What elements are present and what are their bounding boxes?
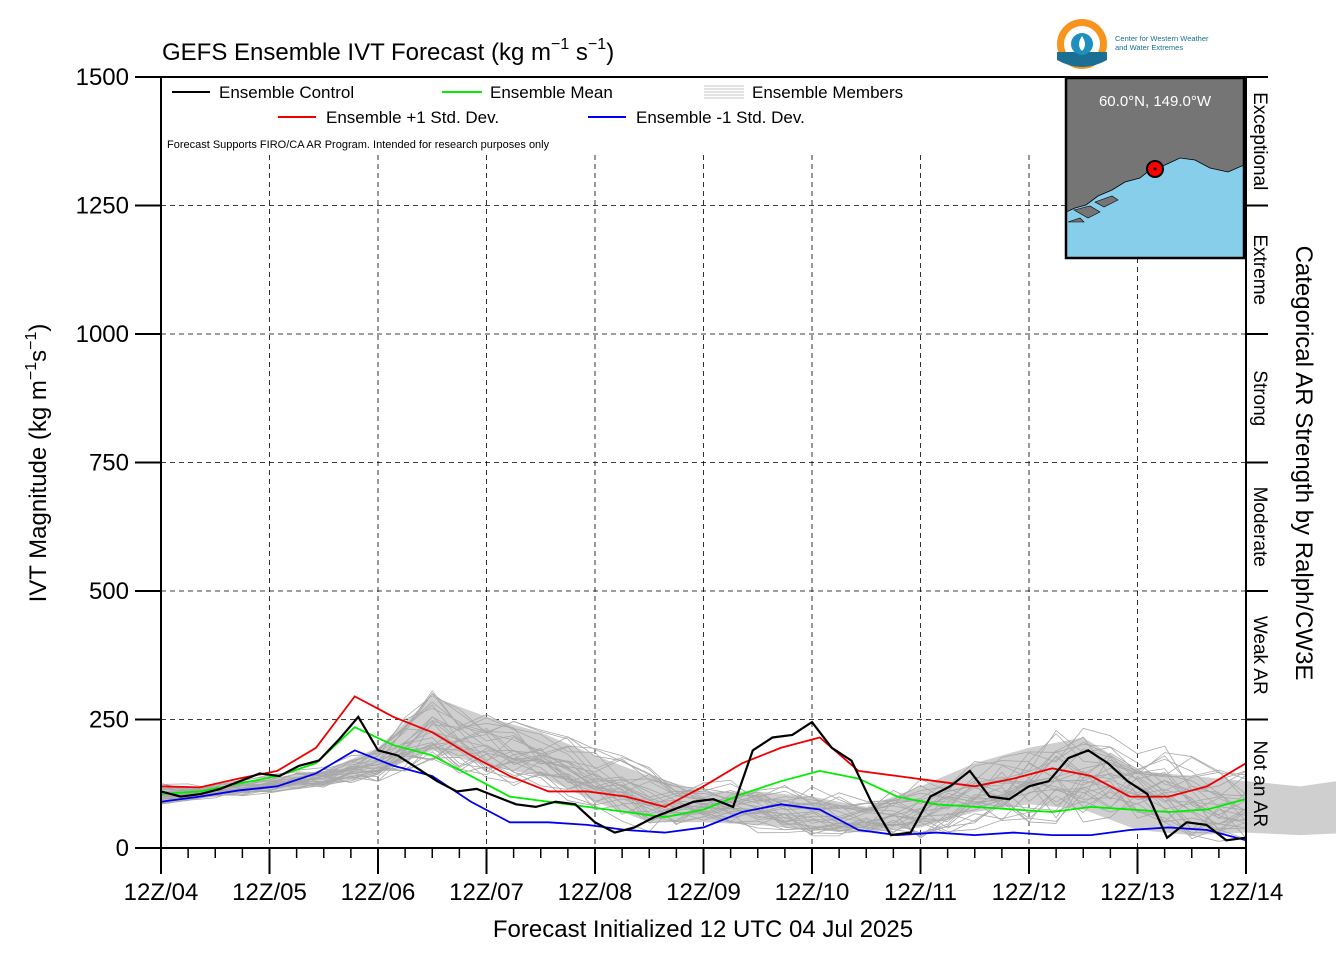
axes: 0 250 500 750 1000 1250 1500 12Z/04 12Z/05 12Z/06… (76, 64, 1284, 906)
ensemble-member-line (160, 692, 1247, 814)
logo-text-line-2: and Water Extremes (1115, 43, 1183, 52)
ensemble-member-line (160, 747, 1247, 839)
legend-control-label: Ensemble Control (219, 83, 354, 102)
x-tick-label: 12Z/14 (1209, 879, 1284, 906)
legend-minus-std-label: Ensemble -1 Std. Dev. (636, 108, 805, 127)
x-axis-label: Forecast Initialized 12 UTC 04 Jul 2025 (493, 916, 913, 943)
legend-mean-label: Ensemble Mean (490, 83, 613, 102)
ensemble-member-line (160, 720, 1247, 827)
y-tick-label: 750 (89, 450, 129, 477)
category-label: Strong (1249, 370, 1270, 426)
legend-members-swatch (704, 85, 744, 99)
category-label: Extreme (1249, 234, 1270, 305)
x-tick-label: 12Z/10 (775, 879, 850, 906)
category-label: Not an AR (1249, 740, 1270, 827)
control-line (160, 715, 1247, 842)
y-tick-label: 1250 (76, 193, 129, 220)
cw3e-logo: Center for Western Weather and Water Ext… (1057, 19, 1209, 69)
x-tick-label: 12Z/12 (992, 879, 1067, 906)
category-label: Moderate (1249, 487, 1270, 567)
x-tick-label: 12Z/09 (666, 879, 741, 906)
logo-text-line-1: Center for Western Weather (1115, 34, 1209, 43)
y-tick-label: 1000 (76, 321, 129, 348)
legend: Ensemble Control Ensemble Mean Ensemble … (167, 83, 903, 151)
y-tick-label: 1500 (76, 64, 129, 91)
location-inset-map: 60.0°N, 149.0°W (1064, 76, 1246, 260)
series-lines (160, 695, 1247, 842)
ensemble-member-line (160, 746, 1247, 835)
category-label: Weak AR (1249, 616, 1270, 695)
legend-plus-std-label: Ensemble +1 Std. Dev. (326, 108, 499, 127)
chart-title: GEFS Ensemble IVT Forecast (kg m−1 s−1) (162, 36, 614, 66)
y-tick-label: 0 (116, 835, 129, 862)
x-tick-label: 12Z/05 (232, 879, 307, 906)
y-tick-label: 500 (89, 578, 129, 605)
ensemble-member-line (160, 695, 1247, 806)
ensemble-member-line (160, 740, 1247, 838)
ensemble-member-line (160, 744, 1247, 826)
category-label: Exceptional (1249, 92, 1270, 190)
minus-std-line (160, 749, 1247, 842)
x-tick-label: 12Z/13 (1100, 879, 1175, 906)
ensemble-members (160, 690, 1336, 842)
x-tick-label: 12Z/08 (558, 879, 633, 906)
ensemble-member-line (160, 746, 1247, 831)
ensemble-member-line (160, 692, 1247, 812)
legend-members-label: Ensemble Members (752, 83, 903, 102)
right-axis-label: Categorical AR Strength by Ralph/CW3E (1290, 246, 1317, 681)
research-note: Forecast Supports FIRO/CA AR Program. In… (167, 139, 550, 151)
inset-coordinates: 60.0°N, 149.0°W (1099, 93, 1212, 110)
ensemble-member-line (160, 751, 1247, 834)
y-axis-label: IVT Magnitude (kg m−1s−1) (23, 324, 52, 603)
x-tick-label: 12Z/06 (341, 879, 416, 906)
plus-std-line (160, 695, 1247, 808)
x-tick-label: 12Z/11 (884, 879, 957, 906)
mean-line (160, 726, 1247, 819)
x-tick-label: 12Z/04 (124, 879, 199, 906)
ensemble-member-line (160, 727, 1247, 822)
ensemble-member-line (160, 704, 1247, 807)
y-tick-label: 250 (89, 707, 129, 734)
x-tick-label: 12Z/07 (449, 879, 524, 906)
ensemble-member-line (160, 721, 1247, 834)
ensemble-member-line (160, 742, 1247, 839)
